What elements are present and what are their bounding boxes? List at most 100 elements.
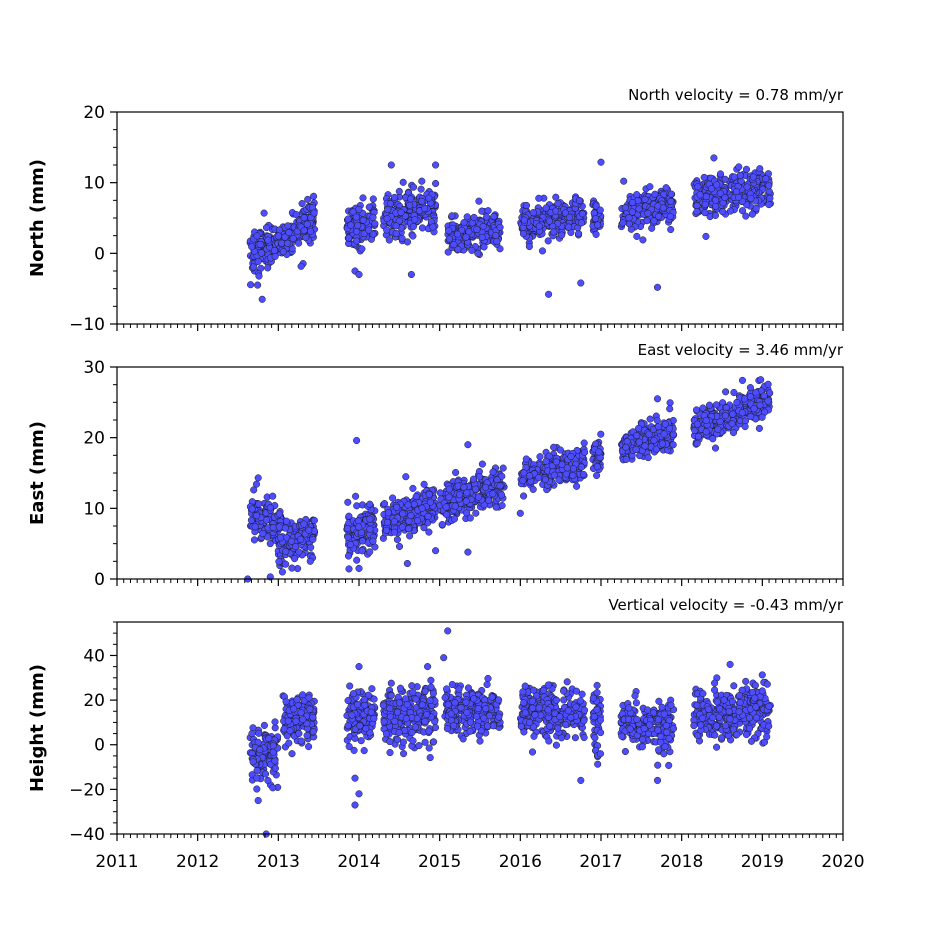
height-data-point bbox=[264, 776, 272, 785]
north-data-point bbox=[454, 230, 462, 238]
north-data-point bbox=[295, 239, 303, 247]
east-data-point bbox=[436, 489, 444, 497]
north-data-point bbox=[418, 197, 426, 205]
north-data-point bbox=[371, 220, 379, 228]
height-data-point bbox=[297, 737, 305, 745]
north-outlier-point bbox=[432, 161, 440, 169]
height-data-point bbox=[430, 738, 438, 746]
north-data-point bbox=[554, 199, 562, 208]
east-data-point bbox=[661, 420, 669, 428]
height-data-point bbox=[443, 685, 451, 693]
north-data-point bbox=[260, 209, 268, 217]
east-data-point bbox=[347, 541, 355, 549]
north-data-point bbox=[369, 213, 377, 221]
north-data-point bbox=[716, 189, 724, 197]
north-data-point bbox=[262, 224, 271, 232]
north-data-point bbox=[418, 177, 426, 185]
east-data-point bbox=[746, 384, 754, 392]
height-data-point bbox=[441, 694, 449, 702]
north-outlier-point bbox=[355, 270, 363, 279]
east-outlier-point bbox=[653, 395, 662, 403]
east-data-point bbox=[469, 475, 478, 483]
north-data-point bbox=[655, 212, 663, 220]
north-data-point bbox=[747, 194, 755, 202]
north-data-point bbox=[620, 177, 628, 185]
height-data-point bbox=[426, 754, 434, 762]
height-data-point bbox=[344, 697, 352, 705]
north-data-point bbox=[298, 200, 306, 208]
height-data-point bbox=[484, 674, 492, 683]
height-data-point bbox=[382, 730, 391, 738]
east-data-point bbox=[581, 448, 589, 456]
height-data-point bbox=[571, 734, 579, 742]
height-data-point bbox=[444, 700, 452, 708]
height-data-point bbox=[423, 710, 431, 719]
north-data-point bbox=[552, 207, 560, 215]
east-data-point bbox=[425, 490, 433, 498]
east-data-point bbox=[702, 428, 710, 436]
east-y-tick-label: 20 bbox=[83, 429, 105, 449]
north-outlier-point bbox=[387, 161, 395, 169]
east-data-point bbox=[283, 517, 291, 525]
height-data-point bbox=[379, 701, 387, 709]
height-data-point bbox=[360, 747, 368, 755]
height-data-point bbox=[594, 760, 602, 768]
height-data-point bbox=[248, 729, 256, 738]
north-data-point bbox=[628, 208, 636, 216]
east-data-point bbox=[355, 523, 363, 531]
height-data-point bbox=[425, 744, 433, 752]
north-y-tick-label: 20 bbox=[83, 103, 105, 123]
east-data-point bbox=[529, 485, 537, 493]
east-data-point bbox=[352, 492, 360, 500]
east-data-point bbox=[250, 536, 258, 544]
east-data-point bbox=[366, 525, 374, 533]
height-data-point bbox=[271, 757, 279, 765]
east-data-point bbox=[635, 438, 643, 446]
height-data-point bbox=[596, 750, 605, 758]
east-data-point bbox=[520, 492, 528, 500]
north-data-point bbox=[538, 247, 547, 255]
north-data-point bbox=[525, 242, 533, 251]
north-data-point bbox=[392, 229, 400, 238]
height-data-point bbox=[282, 698, 290, 706]
height-data-point bbox=[489, 722, 497, 730]
north-data-point bbox=[483, 213, 491, 221]
east-data-point bbox=[309, 535, 317, 543]
north-y-tick-label: 0 bbox=[94, 244, 105, 264]
height-data-point bbox=[665, 734, 673, 742]
height-data-point bbox=[356, 722, 364, 730]
height-data-point bbox=[396, 684, 405, 692]
north-velocity-annotation: North velocity = 0.78 mm/yr bbox=[628, 86, 844, 104]
height-data-point bbox=[299, 715, 307, 723]
east-data-point bbox=[729, 429, 738, 437]
north-data-point bbox=[667, 225, 675, 234]
north-data-point bbox=[279, 248, 287, 256]
north-data-point bbox=[445, 235, 453, 243]
north-data-point bbox=[307, 227, 315, 235]
height-data-point bbox=[286, 727, 294, 735]
north-data-point bbox=[285, 228, 293, 237]
north-data-point bbox=[732, 188, 741, 196]
height-data-point bbox=[528, 748, 537, 756]
height-data-point bbox=[399, 738, 407, 746]
height-data-point bbox=[624, 715, 633, 723]
east-data-point bbox=[711, 444, 720, 452]
north-data-point bbox=[479, 222, 487, 230]
north-data-point bbox=[365, 203, 373, 211]
north-data-point bbox=[707, 185, 716, 193]
east-data-point bbox=[569, 471, 577, 480]
height-data-point bbox=[367, 708, 375, 716]
north-data-point bbox=[302, 234, 310, 242]
north-data-point bbox=[303, 220, 311, 228]
height-data-point bbox=[473, 722, 481, 730]
east-data-point bbox=[478, 460, 486, 468]
height-data-point bbox=[386, 749, 394, 757]
east-data-point bbox=[426, 498, 434, 506]
east-data-point bbox=[291, 543, 300, 551]
height-data-point bbox=[470, 695, 478, 703]
north-data-point bbox=[535, 222, 543, 230]
east-data-point bbox=[412, 493, 420, 501]
height-data-point bbox=[646, 721, 654, 729]
east-outlier-point bbox=[353, 436, 361, 445]
east-data-point bbox=[595, 448, 603, 456]
